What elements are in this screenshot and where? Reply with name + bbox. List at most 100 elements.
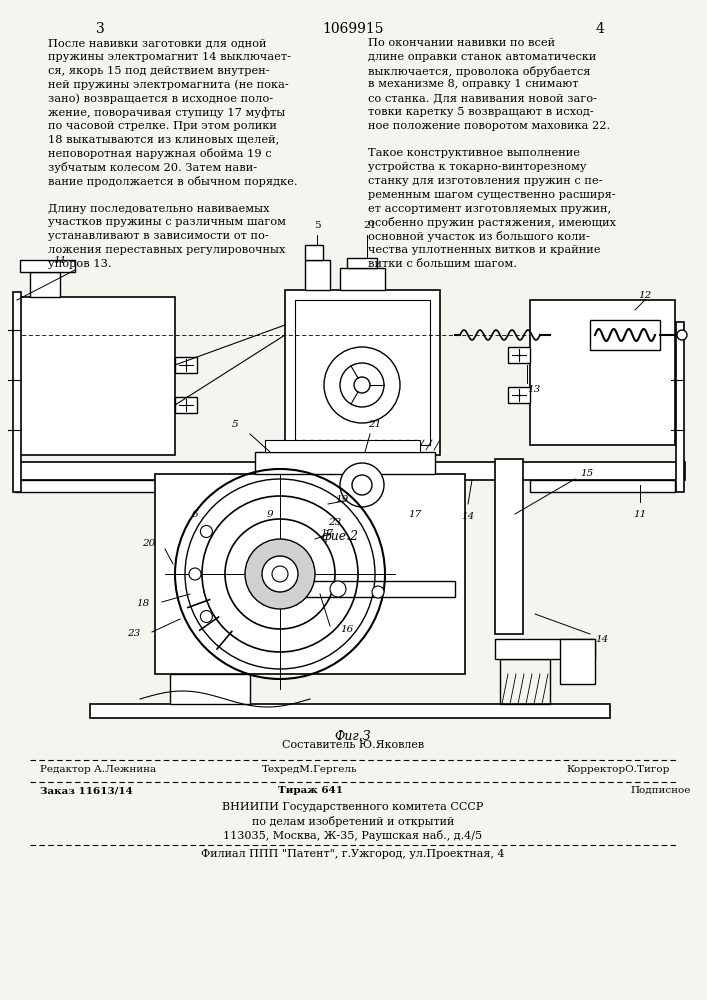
Bar [340,268,385,290]
Text: ременным шагом существенно расширя-: ременным шагом существенно расширя- [368,190,616,200]
Circle shape [200,610,212,622]
Text: Заказ 11613/14: Заказ 11613/14 [40,786,133,795]
Text: По окончании навивки по всей: По окончании навивки по всей [368,38,555,48]
Bar [90,704,610,718]
Text: 17: 17 [409,510,421,519]
Text: зано) возвращается в исходное поло-: зано) возвращается в исходное поло- [48,93,273,104]
Text: по делам изобретений и открытий: по делам изобретений и открытий [252,816,454,827]
Text: ВНИИПИ Государственного комитета СССР: ВНИИПИ Государственного комитета СССР [222,802,484,812]
Text: основной участок из большого коли-: основной участок из большого коли- [368,231,590,242]
Text: по часовой стрелке. При этом ролики: по часовой стрелке. При этом ролики [48,121,277,131]
Text: 17: 17 [320,530,333,538]
Text: ет ассортимент изготовляемых пружин,: ет ассортимент изготовляемых пружин, [368,204,611,214]
Bar [500,659,550,704]
Text: ное положение поворотом маховика 22.: ное положение поворотом маховика 22. [368,121,610,131]
Bar [265,440,420,452]
Text: После навивки заготовки для одной: После навивки заготовки для одной [48,38,267,48]
Text: 11: 11 [53,256,66,265]
Text: Составитель Ю.Яковлев: Составитель Ю.Яковлев [282,740,424,750]
Text: устройства к токарно-винторезному: устройства к токарно-винторезному [368,162,587,172]
Text: 15: 15 [580,470,593,479]
Text: длине оправки станок автоматически: длине оправки станок автоматически [368,52,597,62]
Bar [560,639,595,684]
Text: 12: 12 [638,291,652,300]
Text: 13: 13 [527,385,540,394]
Text: жение, поворачивая ступицу 17 муфты: жение, поворачивая ступицу 17 муфты [48,107,285,118]
Bar [508,387,530,403]
Circle shape [200,526,212,538]
Bar [255,452,435,474]
Text: 14: 14 [595,635,608,644]
Bar [495,639,595,659]
Text: со станка. Для навивания новой заго-: со станка. Для навивания новой заго- [368,93,597,103]
Bar [15,462,685,480]
Text: чества уплотненных витков и крайние: чества уплотненных витков и крайние [368,245,600,255]
Text: 14: 14 [462,512,474,521]
Bar [285,290,440,455]
Text: вание продолжается в обычном порядке.: вание продолжается в обычном порядке. [48,176,298,187]
Circle shape [189,568,201,580]
Text: 6: 6 [192,510,198,519]
Text: зубчатым колесом 20. Затем нави-: зубчатым колесом 20. Затем нави- [48,162,257,173]
Text: упоров 13.: упоров 13. [48,259,112,269]
Text: особенно пружин растяжения, имеющих: особенно пружин растяжения, имеющих [368,217,616,228]
Bar [530,300,675,445]
Text: ся, якорь 15 под действием внутрен-: ся, якорь 15 под действием внутрен- [48,66,269,76]
Bar [15,297,175,455]
Text: неповоротная наружная обойма 19 с: неповоротная наружная обойма 19 с [48,148,271,159]
Text: 4: 4 [595,22,604,36]
Bar [508,347,530,363]
Bar [295,300,430,445]
Text: в механизме 8, оправку 1 снимают: в механизме 8, оправку 1 снимают [368,79,578,89]
Bar [175,357,197,373]
Text: выключается, проволока обрубается: выключается, проволока обрубается [368,66,590,77]
Circle shape [330,581,346,597]
Text: 1069915: 1069915 [322,22,384,36]
Text: Тираж 641: Тираж 641 [278,786,342,795]
Text: товки каретку 5 возвращают в исход-: товки каретку 5 возвращают в исход- [368,107,594,117]
Circle shape [245,539,315,609]
Text: станку для изготовления пружин с пе-: станку для изготовления пружин с пе- [368,176,602,186]
Bar [13,292,21,492]
Text: участков пружины с различным шагом: участков пружины с различным шагом [48,217,286,227]
Bar [175,397,197,413]
Text: 3: 3 [95,22,105,36]
Circle shape [372,586,384,598]
Bar [676,322,684,492]
Text: пружины электромагнит 14 выключает-: пружины электромагнит 14 выключает- [48,52,291,62]
Text: 21: 21 [363,221,377,230]
Text: Фиг.З: Фиг.З [334,730,371,743]
Text: ложения переставных регулировочных: ложения переставных регулировочных [48,245,286,255]
Text: 5: 5 [314,221,320,230]
Text: 23: 23 [127,630,140,639]
Text: Филиал ППП "Патент", г.Ужгород, ул.Проектная, 4: Филиал ППП "Патент", г.Ужгород, ул.Проек… [201,849,505,859]
Text: 113035, Москва, Ж-35, Раушская наб., д.4/5: 113035, Москва, Ж-35, Раушская наб., д.4… [223,830,483,841]
Text: Длину последовательно навиваемых: Длину последовательно навиваемых [48,204,269,214]
Circle shape [340,463,384,507]
Bar [347,258,377,268]
Text: 20: 20 [141,540,155,548]
Text: ТехредМ.Гергель: ТехредМ.Гергель [262,765,358,774]
Bar [590,320,660,350]
Text: ней пружины электромагнита (не пока-: ней пружины электромагнита (не пока- [48,79,288,90]
Text: Подписное: Подписное [630,786,690,795]
Text: витки с большим шагом.: витки с большим шагом. [368,259,517,269]
Text: Редактор А.Лежнина: Редактор А.Лежнина [40,765,156,774]
Text: 5: 5 [232,420,238,429]
Circle shape [677,330,687,340]
Circle shape [262,556,298,592]
Text: Такое конструктивное выполнение: Такое конструктивное выполнение [368,148,580,158]
Text: 18 выкатываются из клиновых щелей,: 18 выкатываются из клиновых щелей, [48,135,279,145]
Bar [530,480,675,492]
Bar [155,474,465,674]
Bar [30,272,60,297]
Text: КорректорО.Тигор: КорректорО.Тигор [566,765,670,774]
Text: 11: 11 [633,510,647,519]
Text: 21: 21 [368,420,382,429]
Bar [15,480,175,492]
Bar [495,459,523,634]
Text: устанавливают в зависимости от по-: устанавливают в зависимости от по- [48,231,269,241]
Text: 16: 16 [340,624,354,634]
Bar [305,260,330,290]
Bar [20,260,75,272]
